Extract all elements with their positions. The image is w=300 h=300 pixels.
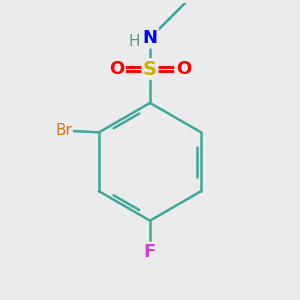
Text: S: S [143, 59, 157, 79]
Text: Br: Br [55, 123, 72, 138]
Text: H: H [128, 34, 140, 49]
Text: F: F [144, 243, 156, 261]
Text: N: N [142, 29, 158, 47]
Text: O: O [109, 60, 124, 78]
Text: O: O [176, 60, 191, 78]
